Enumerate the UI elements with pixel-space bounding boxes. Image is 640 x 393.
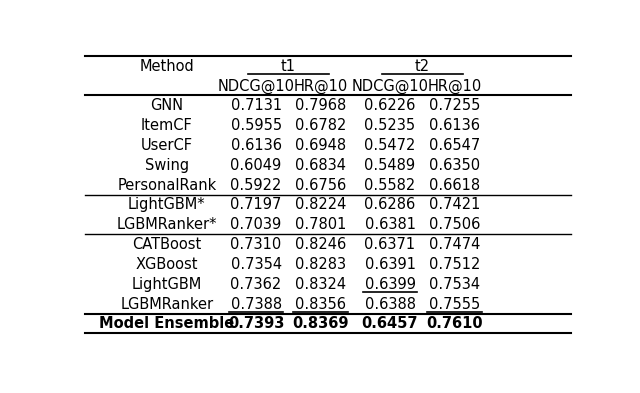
Text: 0.7388: 0.7388	[230, 297, 282, 312]
Text: 0.8356: 0.8356	[295, 297, 346, 312]
Text: 0.6350: 0.6350	[429, 158, 480, 173]
Text: ItemCF: ItemCF	[141, 118, 193, 133]
Text: 0.8283: 0.8283	[295, 257, 346, 272]
Text: GNN: GNN	[150, 98, 184, 113]
Text: 0.7354: 0.7354	[230, 257, 282, 272]
Text: NDCG@10: NDCG@10	[351, 78, 429, 94]
Text: Method: Method	[140, 59, 194, 73]
Text: 0.6547: 0.6547	[429, 138, 480, 153]
Text: 0.5922: 0.5922	[230, 178, 282, 193]
Text: 0.5955: 0.5955	[230, 118, 282, 133]
Text: XGBoost: XGBoost	[136, 257, 198, 272]
Text: 0.7968: 0.7968	[295, 98, 346, 113]
Text: 0.7801: 0.7801	[295, 217, 346, 232]
Text: 0.7310: 0.7310	[230, 237, 282, 252]
Text: 0.8324: 0.8324	[295, 277, 346, 292]
Text: 0.7421: 0.7421	[429, 197, 480, 213]
Text: 0.7131: 0.7131	[230, 98, 282, 113]
Text: 0.7534: 0.7534	[429, 277, 480, 292]
Text: 0.5472: 0.5472	[364, 138, 416, 153]
Text: 0.6388: 0.6388	[365, 297, 415, 312]
Text: 0.7039: 0.7039	[230, 217, 282, 232]
Text: CATBoost: CATBoost	[132, 237, 202, 252]
Text: 0.8369: 0.8369	[292, 316, 349, 331]
Text: 0.6136: 0.6136	[230, 138, 282, 153]
Text: 0.6391: 0.6391	[365, 257, 415, 272]
Text: 0.7506: 0.7506	[429, 217, 480, 232]
Text: 0.8224: 0.8224	[295, 197, 346, 213]
Text: HR@10: HR@10	[293, 78, 348, 94]
Text: LGBMRanker*: LGBMRanker*	[116, 217, 217, 232]
Text: 0.7512: 0.7512	[429, 257, 480, 272]
Text: HR@10: HR@10	[428, 78, 482, 94]
Text: 0.6371: 0.6371	[364, 237, 415, 252]
Text: LightGBM*: LightGBM*	[128, 197, 205, 213]
Text: 0.7393: 0.7393	[228, 316, 284, 331]
Text: 0.6782: 0.6782	[295, 118, 346, 133]
Text: 0.6948: 0.6948	[295, 138, 346, 153]
Text: 0.6834: 0.6834	[295, 158, 346, 173]
Text: 0.7610: 0.7610	[426, 316, 483, 331]
Text: 0.5489: 0.5489	[364, 158, 415, 173]
Text: UserCF: UserCF	[141, 138, 193, 153]
Text: Swing: Swing	[145, 158, 189, 173]
Text: 0.6226: 0.6226	[364, 98, 416, 113]
Text: 0.7555: 0.7555	[429, 297, 480, 312]
Text: LGBMRanker: LGBMRanker	[120, 297, 213, 312]
Text: 0.5582: 0.5582	[364, 178, 415, 193]
Text: 0.7474: 0.7474	[429, 237, 480, 252]
Text: 0.6399: 0.6399	[365, 277, 415, 292]
Text: 0.7255: 0.7255	[429, 98, 480, 113]
Text: 0.6381: 0.6381	[365, 217, 415, 232]
Text: 0.6457: 0.6457	[362, 316, 419, 331]
Text: 0.7197: 0.7197	[230, 197, 282, 213]
Text: t1: t1	[281, 59, 296, 73]
Text: 0.6756: 0.6756	[295, 178, 346, 193]
Text: 0.6136: 0.6136	[429, 118, 480, 133]
Text: 0.5235: 0.5235	[364, 118, 415, 133]
Text: PersonalRank: PersonalRank	[117, 178, 216, 193]
Text: 0.7362: 0.7362	[230, 277, 282, 292]
Text: 0.6618: 0.6618	[429, 178, 480, 193]
Text: 0.8246: 0.8246	[295, 237, 346, 252]
Text: LightGBM: LightGBM	[132, 277, 202, 292]
Text: NDCG@10: NDCG@10	[218, 78, 294, 94]
Text: Model Ensemble: Model Ensemble	[99, 316, 234, 331]
Text: 0.6286: 0.6286	[364, 197, 415, 213]
Text: t2: t2	[415, 59, 430, 73]
Text: 0.6049: 0.6049	[230, 158, 282, 173]
